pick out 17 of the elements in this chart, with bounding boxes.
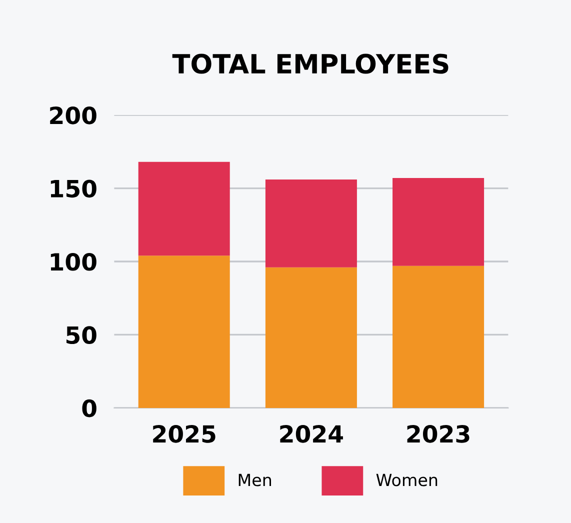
legend-label: Women [376,474,438,486]
bar [265,179,357,268]
x-tick-label: 2023 [407,425,470,443]
x-tick-label: 2025 [153,425,216,443]
y-tick-label: 50 [66,326,96,344]
y-tick-label: 0 [82,399,96,418]
bar [138,256,230,408]
y-tick-label: 200 [50,106,96,124]
legend-label: Men [238,474,272,486]
y-tick-label: 100 [50,252,96,271]
y-tick-label: 150 [50,180,96,198]
bar [138,162,230,256]
chart-title: TOTAL EMPLOYEES [172,54,448,74]
bar [392,266,484,408]
bar [265,267,357,408]
x-tick-label: 2024 [280,425,343,443]
bar [392,178,484,266]
